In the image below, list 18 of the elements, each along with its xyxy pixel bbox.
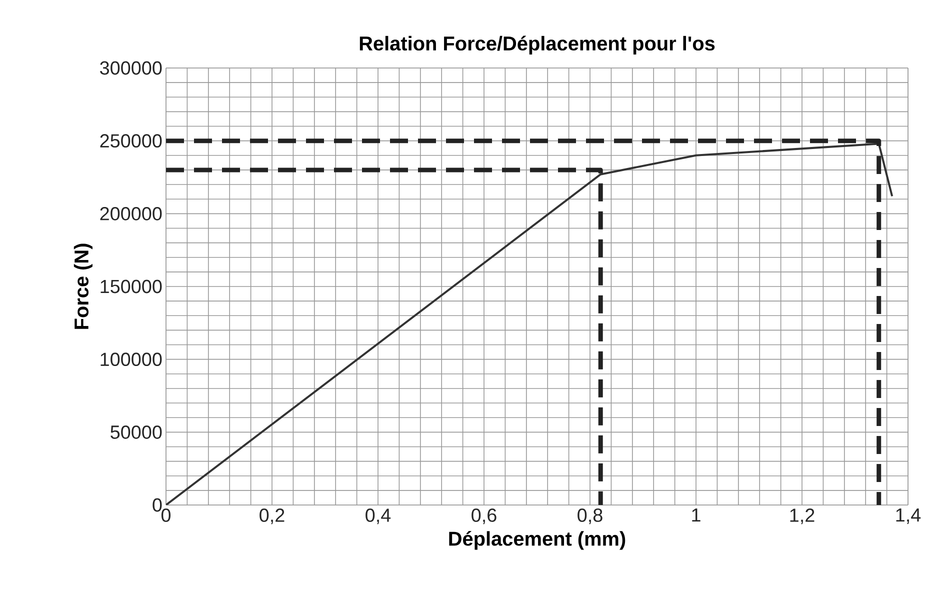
- y-tick-label: 300000: [100, 61, 162, 75]
- y-tick-label: 150000: [100, 280, 162, 294]
- x-axis-title: Déplacement (mm): [449, 531, 626, 550]
- y-axis-title: Force (N): [74, 244, 92, 329]
- x-tick-label: 0,4: [366, 508, 391, 524]
- y-tick-label: 200000: [100, 206, 162, 220]
- x-tick-label: 0,8: [578, 508, 602, 524]
- chart-title: Relation Force/Déplacement pour l'os: [360, 36, 715, 54]
- y-tick-label: 250000: [100, 134, 162, 148]
- x-tick-label: 1,4: [896, 508, 921, 524]
- x-tick-label: 0,2: [260, 508, 284, 524]
- x-tick-label: 0: [161, 508, 171, 522]
- y-tick-label: 50000: [110, 425, 162, 439]
- x-tick-label: 1,2: [790, 508, 814, 524]
- x-tick-label: 0,6: [472, 508, 496, 524]
- x-tick-label: 1: [692, 508, 700, 522]
- y-tick-label: 100000: [100, 352, 162, 366]
- y-tick-label: 0: [152, 498, 162, 512]
